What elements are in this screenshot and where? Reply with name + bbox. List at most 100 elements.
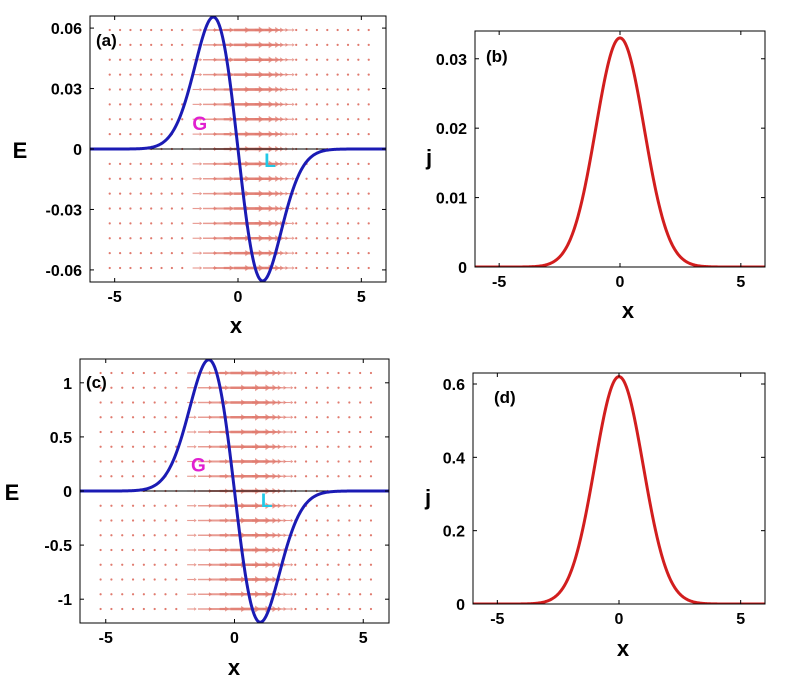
field-arrow	[160, 43, 163, 46]
field-arrow-head	[199, 221, 203, 226]
field-arrow	[175, 563, 178, 566]
field-arrow	[337, 430, 340, 434]
y-axis-label: E	[5, 480, 20, 505]
field-arrow	[304, 475, 308, 478]
field-arrow	[357, 118, 360, 121]
field-arrow	[129, 177, 132, 180]
field-arrow	[326, 118, 329, 121]
field-arrow	[337, 548, 340, 552]
field-arrow	[348, 534, 351, 537]
field-arrow	[294, 504, 297, 507]
field-arrow	[367, 266, 370, 270]
x-axis-label: x	[622, 298, 635, 323]
field-arrow	[121, 593, 124, 596]
y-tick-label: -0.03	[46, 202, 83, 219]
field-arrow	[175, 578, 178, 581]
field-arrow-head	[292, 236, 295, 240]
field-arrow	[139, 58, 142, 61]
field-arrow	[346, 207, 350, 210]
field-arrow	[164, 416, 167, 419]
field-arrow	[121, 430, 124, 434]
field-arrow	[295, 162, 298, 165]
field-arrow	[346, 28, 350, 32]
field-arrow	[295, 237, 298, 240]
field-arrow	[150, 28, 153, 32]
field-arrow	[359, 548, 362, 552]
field-arrow-head	[290, 504, 294, 508]
field-arrow	[142, 534, 145, 537]
field-arrow	[153, 430, 156, 434]
field-arrow	[142, 607, 145, 611]
field-arrow	[99, 519, 102, 522]
field-arrow	[305, 88, 308, 91]
field-arrow	[160, 177, 163, 180]
field-arrow	[170, 222, 173, 225]
field-arrow-head	[194, 400, 197, 405]
field-arrow	[129, 237, 132, 240]
field-arrow	[315, 207, 319, 210]
field-arrow	[346, 177, 350, 180]
field-arrow	[337, 445, 340, 448]
field-arrow	[357, 222, 360, 225]
series-E-line	[80, 359, 389, 623]
field-arrow	[118, 43, 122, 46]
y-axis-label: E	[13, 138, 28, 163]
field-arrow	[348, 519, 351, 522]
field-arrow	[295, 58, 298, 61]
field-arrow	[337, 401, 340, 404]
y-tick-label: 0.01	[436, 191, 467, 208]
field-arrow	[131, 430, 135, 434]
x-tick-label: 5	[736, 274, 745, 291]
field-arrow	[181, 43, 184, 46]
field-arrow	[139, 222, 142, 225]
field-arrow	[337, 519, 340, 522]
field-arrow	[315, 266, 319, 270]
field-arrow	[175, 593, 178, 596]
field-arrow	[121, 534, 124, 537]
field-arrow	[164, 445, 167, 448]
field-arrow	[295, 252, 298, 255]
field-arrow	[359, 519, 362, 522]
field-arrow	[160, 162, 163, 165]
field-arrow	[346, 88, 350, 91]
y-tick-label: 0	[456, 597, 465, 614]
field-arrow	[326, 445, 329, 448]
field-arrow	[326, 519, 329, 522]
field-arrow	[99, 445, 102, 448]
field-arrow	[131, 534, 135, 537]
y-tick-label: 0	[73, 142, 82, 159]
field-arrow	[369, 430, 373, 434]
field-arrow	[315, 73, 319, 76]
field-arrow	[139, 207, 142, 210]
field-arrow	[131, 519, 135, 522]
field-arrow	[367, 28, 370, 32]
field-arrow	[369, 504, 373, 507]
field-arrow	[99, 460, 102, 463]
field-arrow	[348, 430, 351, 434]
field-arrow	[110, 563, 113, 566]
field-arrow	[108, 192, 111, 195]
field-arrow	[110, 445, 113, 448]
field-arrow	[118, 103, 122, 106]
field-arrow	[315, 133, 319, 136]
field-arrow	[359, 386, 362, 389]
field-arrow	[294, 401, 297, 404]
field-arrow	[99, 578, 102, 581]
field-arrow	[150, 177, 153, 180]
field-arrow-head	[194, 371, 197, 375]
y-tick-label: -0.06	[46, 263, 83, 280]
field-arrow	[99, 607, 102, 611]
field-arrow	[326, 73, 329, 76]
field-arrow	[150, 43, 153, 46]
field-arrow	[295, 73, 298, 76]
field-arrow	[160, 73, 163, 76]
field-arrow	[150, 103, 153, 106]
field-arrow	[326, 475, 329, 478]
field-arrow	[99, 475, 102, 478]
field-arrow	[326, 266, 329, 270]
field-arrow-head	[290, 607, 294, 611]
series-E-line	[90, 16, 386, 282]
field-arrow	[121, 519, 124, 522]
field-arrow-head	[199, 87, 203, 92]
field-arrow	[110, 386, 113, 389]
